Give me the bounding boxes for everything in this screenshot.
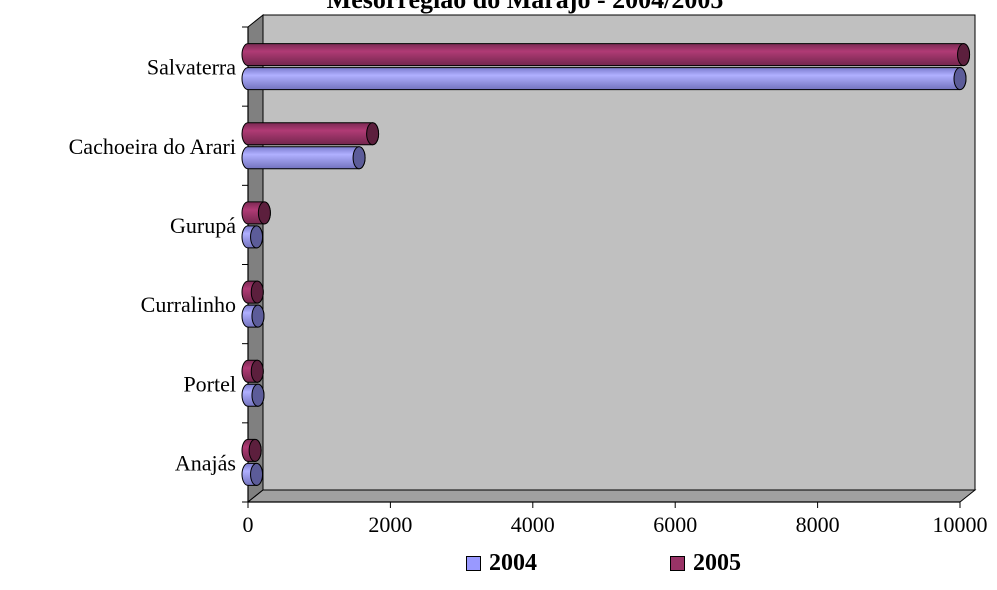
x-tick-label: 2000	[368, 512, 412, 537]
x-tick-label: 10000	[933, 512, 988, 537]
bar-2004-Cachoeira do Arari	[241, 146, 366, 170]
category-label: Gurupá	[170, 213, 236, 238]
bar-2004-Curralinho	[241, 304, 265, 328]
x-tick-label: 0	[243, 512, 254, 537]
x-tick-label: 8000	[796, 512, 840, 537]
category-label: Cachoeira do Arari	[69, 134, 236, 159]
bar-2005-Cachoeira do Arari	[241, 122, 380, 146]
legend-swatch-2004	[466, 556, 481, 571]
legend: 2004 2005	[0, 550, 997, 586]
bar-2005-Portel	[241, 359, 264, 383]
x-tick-labels: 0 2000 4000 6000 8000 10000	[243, 512, 988, 537]
bar-2005-Salvaterra	[241, 43, 971, 67]
legend-item-2005: 2005	[670, 550, 741, 577]
floor	[246, 489, 977, 503]
category-label: Anajás	[175, 450, 236, 475]
category-label: Salvaterra	[147, 55, 236, 80]
chart: Mesorregião do Marajó - 2004/2005 Salvat…	[69, 0, 988, 537]
category-labels: Salvaterra Cachoeira do Arari Gurupá Curral…	[69, 55, 237, 476]
legend-label-2005: 2005	[693, 550, 741, 576]
bar-2005-Curralinho	[241, 280, 264, 304]
bar-2005-Anajás	[241, 438, 262, 462]
legend-swatch-2005	[670, 556, 685, 571]
legend-label-2004: 2004	[489, 550, 537, 576]
bar-2004-Gurupá	[241, 225, 264, 249]
axes	[242, 26, 961, 508]
category-label: Curralinho	[141, 292, 236, 317]
bars	[241, 43, 971, 486]
bar-2005-Gurupá	[241, 201, 271, 225]
bar-2004-Portel	[241, 383, 265, 407]
bar-2004-Salvaterra	[241, 67, 967, 91]
category-label: Portel	[183, 371, 236, 396]
chart-title: Mesorregião do Marajó - 2004/2005	[327, 0, 724, 14]
x-tick-label: 4000	[511, 512, 555, 537]
legend-item-2004: 2004	[466, 550, 537, 577]
x-tick-label: 6000	[653, 512, 697, 537]
bar-2004-Anajás	[241, 462, 264, 486]
